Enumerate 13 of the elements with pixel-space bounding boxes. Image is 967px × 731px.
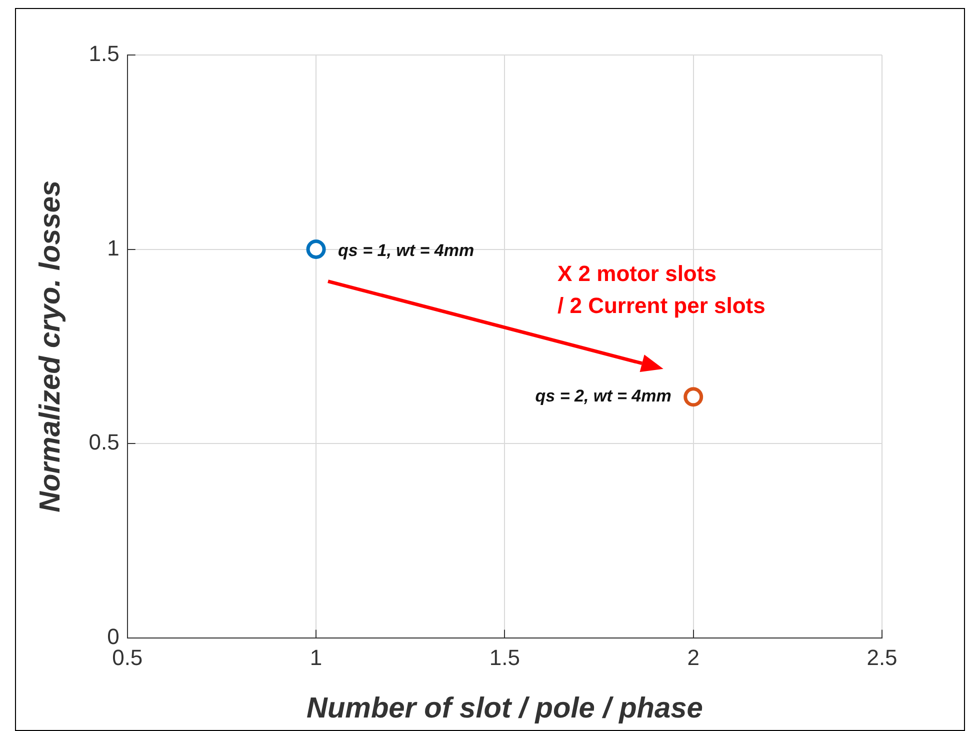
- x-tick-label: 2: [687, 645, 700, 670]
- annotation: X 2 motor slots / 2 Current per slots: [558, 261, 766, 318]
- x-tick-label: 1: [310, 645, 322, 670]
- y-tick-label: 1.5: [88, 41, 120, 66]
- annotation: qs = 1, wt = 4mm: [338, 240, 474, 260]
- x-axis-title: Number of slot / pole / phase: [306, 692, 703, 725]
- x-tick-label: 2.5: [866, 645, 898, 670]
- annotation: qs = 2, wt = 4mm: [535, 386, 672, 406]
- y-tick-label: 0.5: [88, 430, 120, 455]
- x-tick-label: 1.5: [489, 645, 520, 670]
- y-axis-title: Normalized cryo. losses: [34, 180, 66, 512]
- y-tick-label: 1: [107, 235, 120, 260]
- y-tick-label: 0: [107, 624, 120, 649]
